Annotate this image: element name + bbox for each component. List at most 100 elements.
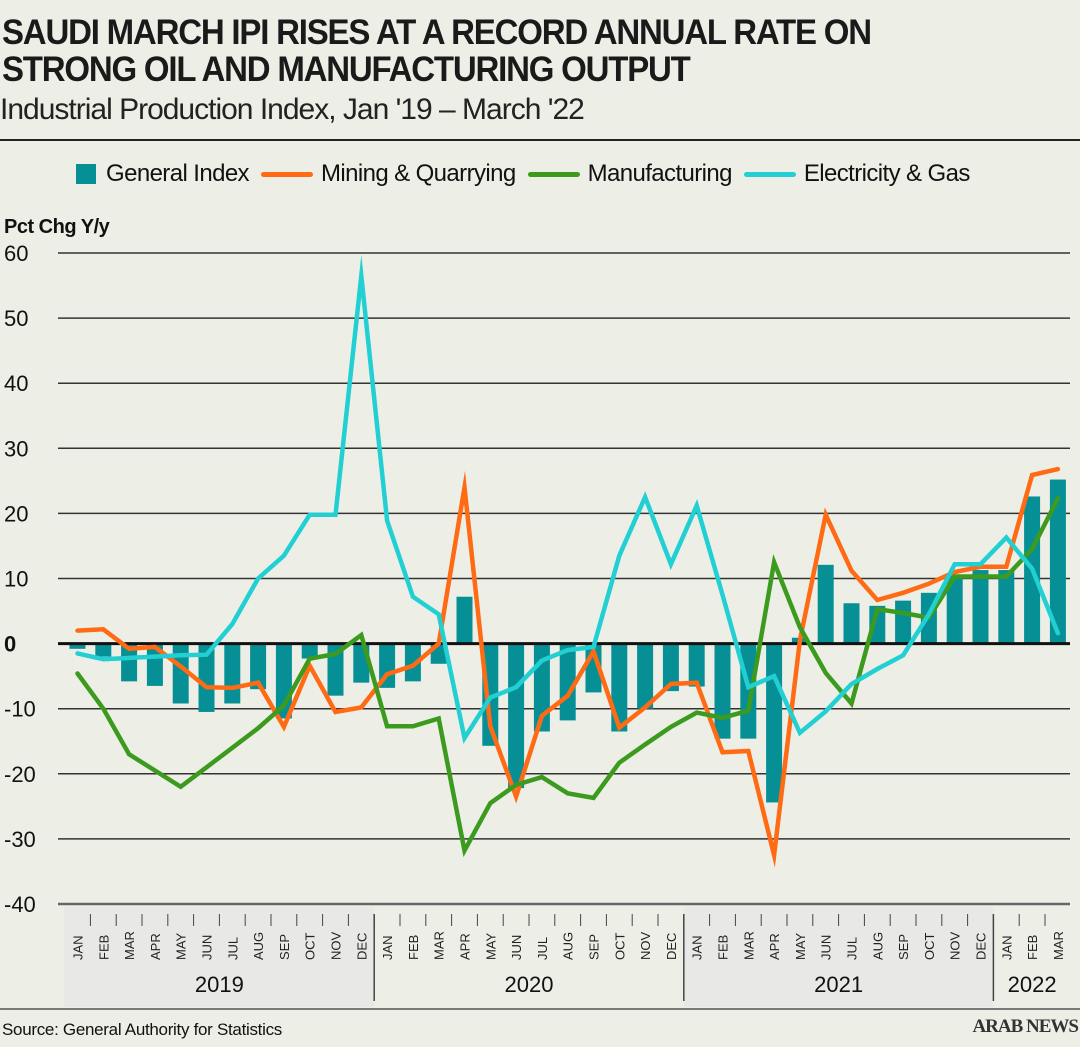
- bar-general-index: [95, 643, 112, 657]
- legend-swatch-bar-icon: [76, 164, 96, 184]
- month-label: MAR: [432, 931, 447, 960]
- legend-item-electricity: Electricity & Gas: [743, 160, 970, 188]
- legend: General Index Mining & Quarrying Manufac…: [76, 160, 982, 188]
- month-label: MAY: [483, 932, 498, 960]
- legend-item-manufacturing: Manufacturing: [527, 160, 733, 188]
- y-tick-label: 30: [4, 436, 28, 461]
- month-label: DEC: [974, 933, 989, 960]
- source-note: Source: General Authority for Statistics: [2, 1020, 282, 1039]
- month-label: JAN: [999, 935, 1014, 960]
- bar-general-index: [250, 643, 267, 690]
- bar-general-index: [972, 570, 989, 644]
- series-lines: [75, 254, 1061, 868]
- y-tick-label: -20: [4, 762, 36, 787]
- year-label: 2022: [1008, 972, 1057, 997]
- month-label: JUN: [819, 935, 834, 960]
- y-tick-label: -10: [4, 697, 36, 722]
- gridlines: [58, 252, 1070, 906]
- bar-general-index: [714, 643, 731, 739]
- legend-label: General Index: [106, 160, 250, 187]
- chart-title: SAUDI MARCH IPI RISES AT A RECORD ANNUAL…: [2, 11, 872, 89]
- month-label: JUL: [535, 937, 550, 960]
- month-label: DEC: [664, 933, 679, 960]
- title-line-1: SAUDI MARCH IPI RISES AT A RECORD ANNUAL…: [2, 11, 872, 52]
- publisher-logo: ARAB NEWS: [972, 1016, 1079, 1037]
- month-label: MAR: [1051, 931, 1066, 960]
- legend-label: Manufacturing: [587, 160, 733, 187]
- month-label: APR: [767, 933, 782, 960]
- bar-general-index: [766, 643, 783, 803]
- legend-label: Mining & Quarrying: [320, 160, 516, 187]
- bar-general-index: [817, 564, 834, 644]
- y-tick-label: 40: [4, 371, 28, 396]
- bar-general-index: [843, 603, 860, 644]
- chart-subtitle: Industrial Production Index, Jan '19 – M…: [0, 93, 585, 126]
- bar-general-index: [895, 600, 912, 644]
- y-tick-label: -30: [4, 827, 36, 852]
- month-label: MAR: [741, 931, 756, 960]
- month-label: FEB: [406, 935, 421, 960]
- y-tick-label: 20: [4, 501, 28, 526]
- bar-general-index: [224, 643, 241, 704]
- month-label: SEP: [896, 934, 911, 960]
- y-tick-label: -40: [4, 892, 36, 917]
- y-tick-label: 0: [4, 632, 16, 657]
- bar-general-index: [611, 643, 628, 732]
- month-label: NOV: [638, 932, 653, 961]
- month-label: AUG: [870, 932, 885, 960]
- month-label: SEP: [587, 934, 602, 960]
- month-label: NOV: [329, 932, 344, 961]
- month-label: JAN: [380, 935, 395, 960]
- legend-swatch-line-icon: [260, 171, 313, 177]
- month-label: MAY: [174, 932, 189, 960]
- month-label: DEC: [354, 933, 369, 960]
- y-axis-title: Pct Chg Y/y: [4, 216, 110, 238]
- bar-general-index: [508, 643, 525, 789]
- legend-item-mining: Mining & Quarrying: [260, 160, 516, 188]
- bar-general-index: [637, 643, 654, 709]
- bar-general-index: [69, 643, 86, 649]
- x-axis: JAN FEB MAR APR MAY JUN JUL AUG SEP OCT NOV DEC JAN F…: [0, 914, 1080, 1010]
- line-mining-quarrying: [75, 466, 1061, 868]
- bar-general-index: [121, 643, 138, 682]
- month-label: JAN: [71, 935, 86, 960]
- month-label: JAN: [690, 935, 705, 960]
- month-label: MAR: [122, 931, 137, 960]
- month-label: JUN: [509, 935, 524, 960]
- title-line-2: STRONG OIL AND MANUFACTURING OUTPUT: [2, 48, 691, 89]
- month-label: FEB: [96, 935, 111, 960]
- year-label: 2019: [195, 972, 244, 997]
- legend-swatch-line-icon: [743, 171, 796, 177]
- line-manufacturing: [75, 496, 1061, 858]
- bar-general-index: [301, 643, 318, 659]
- month-label: AUG: [251, 932, 266, 960]
- month-label: JUN: [200, 935, 215, 960]
- bar-general-index: [688, 643, 705, 687]
- month-label: JUL: [225, 937, 240, 960]
- month-label: OCT: [303, 933, 318, 961]
- bar-general-index: [456, 596, 473, 644]
- month-label: FEB: [1025, 935, 1040, 960]
- bar-general-index: [172, 643, 189, 704]
- month-label: NOV: [948, 932, 963, 961]
- month-label: OCT: [922, 933, 937, 961]
- month-label: AUG: [561, 932, 576, 960]
- bar-general-index: [662, 643, 679, 692]
- year-label: 2020: [505, 972, 554, 997]
- month-label: APR: [148, 933, 163, 960]
- month-label: JUL: [845, 937, 860, 960]
- month-label: MAY: [793, 932, 808, 960]
- legend-swatch-line-icon: [527, 171, 580, 177]
- month-label: FEB: [716, 935, 731, 960]
- header-divider: [0, 139, 1080, 141]
- line-electricity-gas: [75, 254, 1061, 744]
- y-tick-label: 50: [4, 306, 28, 331]
- bar-general-index: [198, 643, 215, 712]
- y-axis-ticks: 60 50 40 30 20 10 0 -10 -20 -30 -40: [4, 241, 36, 917]
- y-tick-label: 10: [4, 567, 28, 592]
- bar-general-index: [1049, 479, 1066, 644]
- bar-general-index: [946, 575, 963, 644]
- month-label: OCT: [612, 933, 627, 961]
- year-label: 2021: [814, 972, 863, 997]
- month-label: APR: [458, 933, 473, 960]
